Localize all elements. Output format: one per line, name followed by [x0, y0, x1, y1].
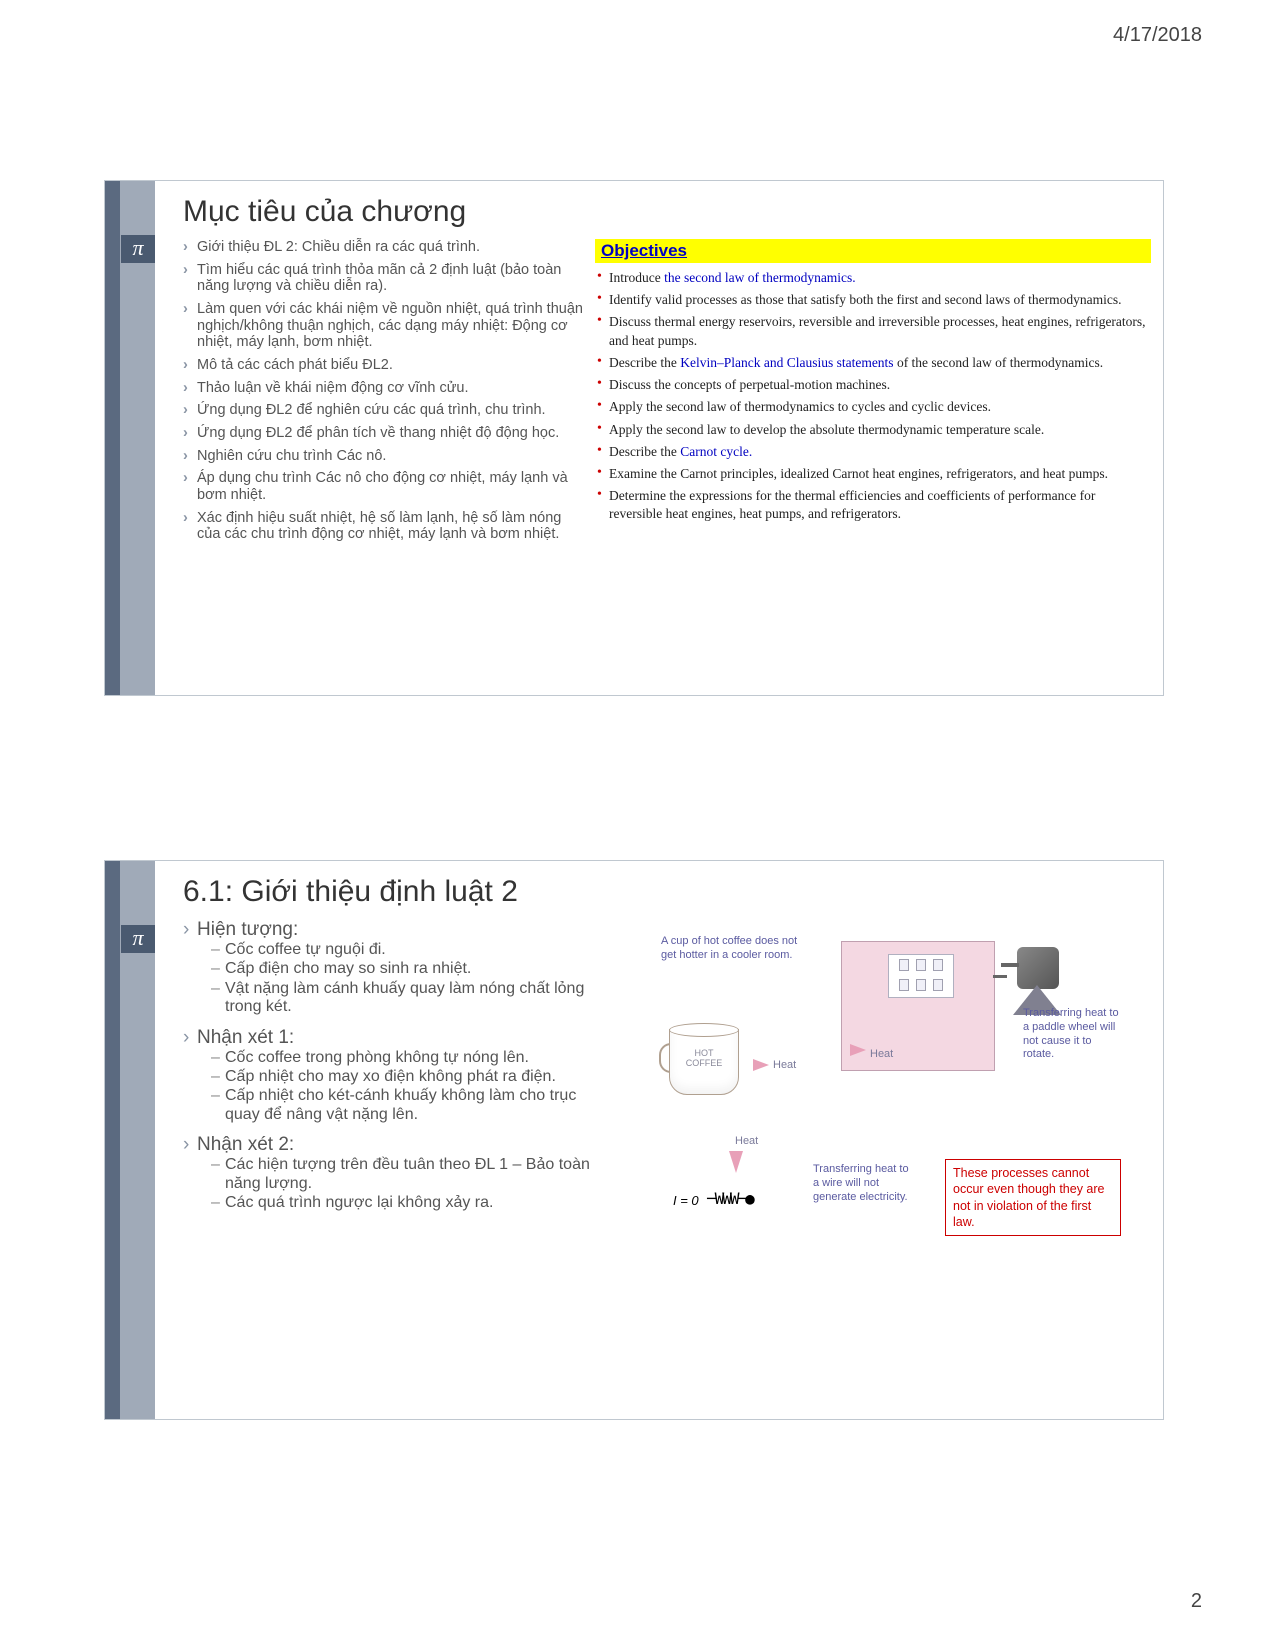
page-date: 4/17/2018: [1113, 24, 1202, 47]
slide-1-body: Giới thiệu ĐL 2: Chiều diễn ra các quá t…: [183, 239, 1151, 683]
list-item: Thảo luận về khái niệm động cơ vĩnh cửu.: [183, 380, 583, 397]
list-item: Cốc coffee tự nguội đi.: [211, 941, 593, 959]
section-head: Nhận xét 1:: [183, 1027, 593, 1049]
red-warning-box: These processes cannot occur even though…: [945, 1159, 1121, 1236]
motor-icon: [1005, 943, 1063, 999]
list-item: Cấp điện cho may so sinh ra nhiệt.: [211, 960, 593, 978]
coffee-cup-icon: HOTCOFFEE: [661, 1013, 753, 1103]
list-item: Áp dụng chu trình Các nô cho động cơ nhi…: [183, 470, 583, 503]
slide-2-body: Hiện tượng: Cốc coffee tự nguội đi. Cấp …: [183, 919, 1151, 1407]
wire-caption: Transferring heat to a wire will not gen…: [813, 1163, 909, 1204]
list-item: Mô tả các cách phát biểu ĐL2.: [183, 357, 583, 374]
list-item: Cốc coffee trong phòng không tự nóng lên…: [211, 1049, 593, 1067]
list-item: Introduce the second law of thermodynami…: [595, 269, 1151, 287]
pi-icon: π: [121, 925, 155, 953]
list-item: Determine the expressions for the therma…: [595, 487, 1151, 523]
section-head: Nhận xét 2:: [183, 1134, 593, 1156]
resistor-icon: I = 0 ─WWW─●: [679, 1189, 789, 1219]
list-item: Examine the Carnot principles, idealized…: [595, 465, 1151, 483]
list-item: Ứng dụng ĐL2 để nghiên cứu các quá trình…: [183, 402, 583, 419]
list-item: Xác định hiệu suất nhiệt, hệ số làm lạnh…: [183, 510, 583, 543]
heat-label: Heat: [773, 1059, 796, 1071]
slide-2-title: 6.1: Giới thiệu định luật 2: [183, 875, 518, 909]
section-1: Hiện tượng: Cốc coffee tự nguội đi. Cấp …: [183, 919, 593, 1017]
slide-1-title: Mục tiêu của chương: [183, 195, 466, 229]
current-label: I = 0: [673, 1193, 699, 1208]
objectives-list: Introduce the second law of thermodynami…: [595, 269, 1151, 524]
list-item: Describe the Carnot cycle.: [595, 443, 1151, 461]
list-item: Vật nặng làm cánh khuấy quay làm nóng ch…: [211, 980, 593, 1017]
list-item: Apply the second law of thermodynamics t…: [595, 398, 1151, 416]
page-number: 2: [1191, 1590, 1202, 1613]
list-item: Các quá trình ngược lại không xảy ra.: [211, 1194, 593, 1212]
slide-1: π Mục tiêu của chương Giới thiệu ĐL 2: C…: [104, 180, 1164, 696]
list-item: Discuss the concepts of perpetual-motion…: [595, 376, 1151, 394]
objectives-title: Objectives: [601, 241, 687, 260]
list-item: Các hiện tượng trên đều tuân theo ĐL 1 –…: [211, 1156, 593, 1193]
list-item: Cấp nhiệt cho may xo điện không phát ra …: [211, 1068, 593, 1086]
list-item: Cấp nhiệt cho két-cánh khuấy không làm c…: [211, 1087, 593, 1124]
tank-icon: Heat: [841, 941, 995, 1071]
list-item: Discuss thermal energy reservoirs, rever…: [595, 313, 1151, 349]
list-item: Làm quen với các khái niệm về nguồn nhiệ…: [183, 301, 583, 351]
heat-arrow-icon: [729, 1151, 743, 1173]
list-item: Giới thiệu ĐL 2: Chiều diễn ra các quá t…: [183, 239, 583, 256]
paddle-caption: Transferring heat to a paddle wheel will…: [1023, 1007, 1123, 1062]
section-2: Nhận xét 1: Cốc coffee trong phòng không…: [183, 1027, 593, 1125]
section-3: Nhận xét 2: Các hiện tượng trên đều tuân…: [183, 1134, 593, 1212]
slide-2: π 6.1: Giới thiệu định luật 2 Hiện tượng…: [104, 860, 1164, 1420]
cup-caption: A cup of hot coffee does not get hotter …: [661, 935, 811, 963]
list-item: Ứng dụng ĐL2 để phân tích về thang nhiệt…: [183, 425, 583, 442]
pi-icon: π: [121, 235, 155, 263]
heat-arrow-icon: [753, 1059, 769, 1071]
list-item: Tìm hiểu các quá trình thỏa mãn cả 2 địn…: [183, 262, 583, 295]
diagram-area: A cup of hot coffee does not get hotter …: [655, 931, 1145, 1411]
heat-label: Heat: [735, 1135, 758, 1147]
section-head: Hiện tượng:: [183, 919, 593, 941]
list-item: Apply the second law to develop the abso…: [595, 421, 1151, 439]
list-item: Describe the Kelvin–Planck and Clausius …: [595, 354, 1151, 372]
list-item: Nghiên cứu chu trình Các nô.: [183, 448, 583, 465]
list-item: Identify valid processes as those that s…: [595, 291, 1151, 309]
objectives-header: Objectives: [595, 239, 1151, 263]
vn-bullet-list: Giới thiệu ĐL 2: Chiều diễn ra các quá t…: [183, 239, 583, 543]
